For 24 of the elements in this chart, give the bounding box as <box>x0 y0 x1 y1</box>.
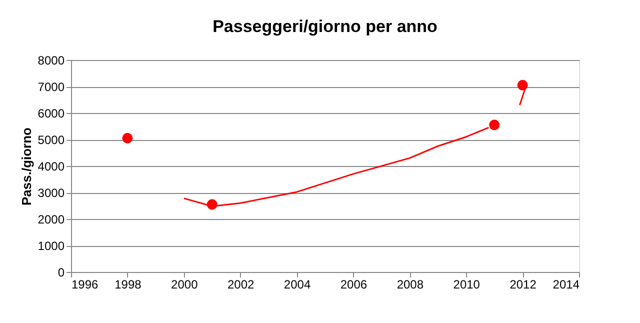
y-tick-label: 7000 <box>38 80 65 94</box>
x-tick-label: 2000 <box>171 278 198 292</box>
y-tick-label: 6000 <box>38 106 65 120</box>
x-tick-label: 1996 <box>72 278 99 292</box>
x-tick-label: 2012 <box>510 278 537 292</box>
y-tick-label: 4000 <box>38 160 65 174</box>
x-tick-label: 1998 <box>114 278 142 292</box>
y-axis-title: Pass./giorno <box>18 127 34 206</box>
point <box>122 132 133 144</box>
y-tick-label: 5000 <box>38 133 65 147</box>
x-tick-label: 2002 <box>227 278 255 292</box>
y-tick-label: 2000 <box>38 212 65 226</box>
chart-title: Passeggeri/giorno per anno <box>212 17 438 36</box>
x-tick-label: 2004 <box>284 278 311 292</box>
x-tick-label: 2008 <box>396 278 424 292</box>
y-tick-label: 3000 <box>38 186 65 200</box>
point <box>517 80 528 90</box>
x-tick-label: 2006 <box>340 278 368 292</box>
y-tick-label: 0 <box>58 266 65 280</box>
x-tick-label: 2014 <box>552 278 580 292</box>
x-tick-label: 2010 <box>453 278 480 292</box>
y-tick-label: 8000 <box>38 54 65 68</box>
y-tick-label: 1000 <box>38 239 65 253</box>
point <box>489 120 500 130</box>
